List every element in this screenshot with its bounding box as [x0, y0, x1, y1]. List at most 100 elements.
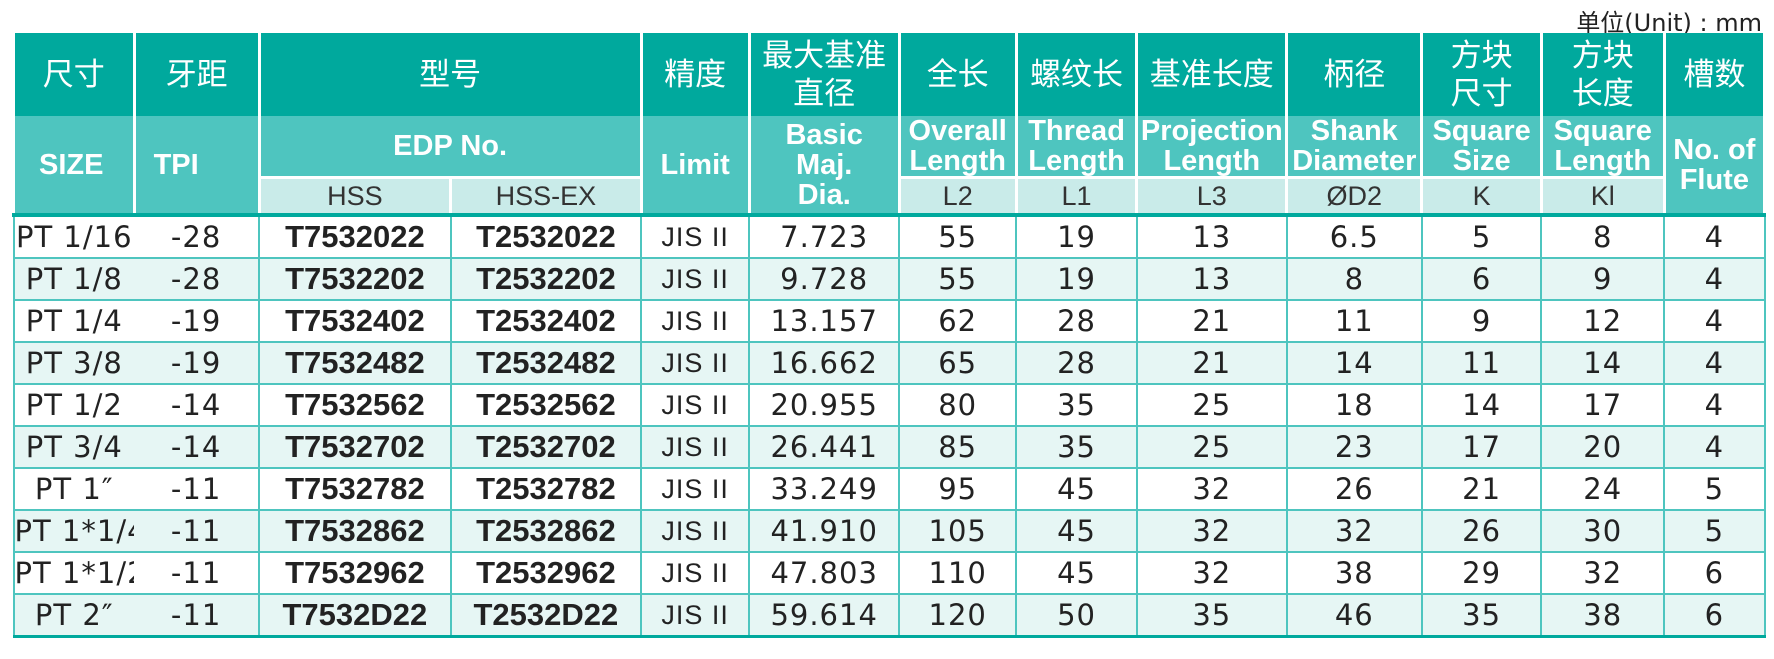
tpi-cell: -14 — [134, 384, 261, 427]
shank-diameter-cell: 32 — [1285, 510, 1423, 553]
overall-length-cell: 65 — [898, 342, 1018, 385]
col-head-d2: ØD2 — [1285, 176, 1424, 215]
tpi-cell: -28 — [134, 213, 261, 259]
shank-diameter-cell: 46 — [1285, 594, 1423, 638]
col-head-l2: L2 — [897, 176, 1018, 215]
size-cell: PT 1/4 — [12, 300, 135, 343]
basic-cn-line1: 最大基准 — [762, 37, 887, 74]
overall-length-cell: 55 — [898, 258, 1018, 301]
thread-length-cell: 45 — [1015, 510, 1138, 553]
projection-length-cell: 32 — [1135, 468, 1288, 511]
col-head-tpi-cn: 牙距 — [132, 33, 261, 116]
col-head-flute-en: No. of Flute — [1662, 116, 1767, 215]
basic-cn-line2: 直径 — [793, 75, 856, 112]
table-row: PT 3/8 -19 T7532482 T2532482 JIS II 16.662 65 2… — [12, 342, 1766, 385]
limit-cell: JIS II — [640, 300, 751, 343]
hss-edp-cell: T7532702 — [258, 426, 452, 469]
square-size-cell: 29 — [1420, 552, 1543, 595]
basic-dia-cell: 13.157 — [748, 300, 901, 343]
col-head-l3: L3 — [1135, 176, 1289, 215]
limit-cell: JIS II — [640, 594, 751, 638]
hss-ex-edp-cell: T2532402 — [449, 300, 643, 343]
basic-dia-cell: 33.249 — [748, 468, 901, 511]
spec-table: 尺寸 牙距 型号 精度 最大基准 直径 全长 螺纹长 基准长度 柄径 方块 尺寸 方… — [12, 33, 1767, 638]
square-length-en-line1: Square — [1553, 116, 1652, 147]
col-head-projection-en: Projection Length — [1135, 116, 1289, 178]
square-size-cell: 6 — [1420, 258, 1543, 301]
square-length-cell: 17 — [1540, 384, 1666, 427]
thread-length-cell: 19 — [1015, 213, 1138, 259]
hss-ex-edp-cell: T2532022 — [449, 213, 643, 259]
col-head-hss: HSS — [257, 176, 453, 215]
limit-cell: JIS II — [640, 552, 751, 595]
basic-dia-cell: 16.662 — [748, 342, 901, 385]
col-head-size-en: SIZE — [12, 116, 136, 215]
shank-diameter-cell: 18 — [1285, 384, 1423, 427]
tpi-cell: -11 — [134, 510, 261, 553]
limit-cell: JIS II — [640, 258, 751, 301]
col-head-basic-en: Basic Maj. Dia. — [747, 116, 901, 215]
tpi-cell: -28 — [134, 258, 261, 301]
limit-cell: JIS II — [640, 213, 751, 259]
table-row: PT 1*1/2 -11 T7532962 T2532962 JIS II 47.803 1… — [12, 552, 1766, 595]
col-head-thread-cn: 螺纹长 — [1014, 33, 1139, 116]
hss-ex-edp-cell: T2532962 — [449, 552, 643, 595]
basic-dia-cell: 47.803 — [748, 552, 901, 595]
col-head-tpi-en: TPI — [132, 116, 261, 215]
square-size-cn-line1: 方块 — [1450, 37, 1513, 74]
thread-length-cell: 45 — [1015, 552, 1138, 595]
shank-en-line2: Diameter — [1292, 145, 1417, 177]
hss-ex-edp-cell: T2532D22 — [449, 594, 643, 638]
col-head-kl: Kl — [1539, 176, 1666, 215]
flute-count-cell: 4 — [1663, 300, 1766, 343]
basic-dia-cell: 7.723 — [748, 213, 901, 259]
col-head-shank-en: Shank Diameter — [1285, 116, 1424, 178]
flute-count-cell: 4 — [1663, 213, 1766, 259]
size-cell: PT 1/2 — [12, 384, 135, 427]
flute-count-cell: 4 — [1663, 342, 1766, 385]
thread-length-cell: 35 — [1015, 384, 1138, 427]
limit-cell: JIS II — [640, 468, 751, 511]
overall-length-cell: 85 — [898, 426, 1018, 469]
square-size-cn-line2: 尺寸 — [1450, 75, 1513, 112]
hss-ex-edp-cell: T2532862 — [449, 510, 643, 553]
thread-en-line2: Length — [1028, 145, 1125, 177]
table-row: PT 1/4 -19 T7532402 T2532402 JIS II 13.157 62 2… — [12, 300, 1766, 343]
hss-edp-cell: T7532022 — [258, 213, 452, 259]
shank-diameter-cell: 11 — [1285, 300, 1423, 343]
header-row-en: SIZE TPI EDP No. Limit Basic Maj. Dia. Ove… — [12, 116, 1767, 215]
flute-count-cell: 5 — [1663, 468, 1766, 511]
projection-length-cell: 25 — [1135, 426, 1288, 469]
col-head-limit-cn: 精度 — [639, 33, 751, 116]
col-head-square-size-en: Square Size — [1420, 116, 1543, 178]
hss-ex-edp-cell: T2532202 — [449, 258, 643, 301]
size-cell: PT 1*1/4 — [12, 510, 135, 553]
tpi-cell: -11 — [134, 594, 261, 638]
square-size-cell: 5 — [1420, 213, 1543, 259]
hss-edp-cell: T7532962 — [258, 552, 452, 595]
col-head-l1: L1 — [1014, 176, 1139, 215]
flute-count-cell: 5 — [1663, 510, 1766, 553]
projection-en-line2: Length — [1163, 145, 1261, 177]
flute-count-cell: 4 — [1663, 426, 1766, 469]
col-head-overall-cn: 全长 — [897, 33, 1018, 116]
flute-count-cell: 4 — [1663, 258, 1766, 301]
thread-length-cell: 50 — [1015, 594, 1138, 638]
projection-length-cell: 32 — [1135, 510, 1288, 553]
shank-diameter-cell: 8 — [1285, 258, 1423, 301]
limit-cell: JIS II — [640, 426, 751, 469]
square-length-cell: 38 — [1540, 594, 1666, 638]
col-head-edp-en: EDP No. — [257, 116, 643, 178]
basic-dia-cell: 26.441 — [748, 426, 901, 469]
basic-dia-cell: 9.728 — [748, 258, 901, 301]
limit-cell: JIS II — [640, 384, 751, 427]
overall-length-cell: 95 — [898, 468, 1018, 511]
limit-cell: JIS II — [640, 510, 751, 553]
tpi-cell: -19 — [134, 342, 261, 385]
size-cell: PT 1/16 — [12, 213, 135, 259]
table-row: PT 1/16 -28 T7532022 T2532022 JIS II 7.723 55 1… — [12, 213, 1766, 259]
square-size-cell: 35 — [1420, 594, 1543, 638]
shank-diameter-cell: 6.5 — [1285, 213, 1423, 259]
header-row-cn: 尺寸 牙距 型号 精度 最大基准 直径 全长 螺纹长 基准长度 柄径 方块 尺寸 方… — [12, 33, 1767, 116]
basic-en-line2: Maj. — [795, 148, 853, 181]
